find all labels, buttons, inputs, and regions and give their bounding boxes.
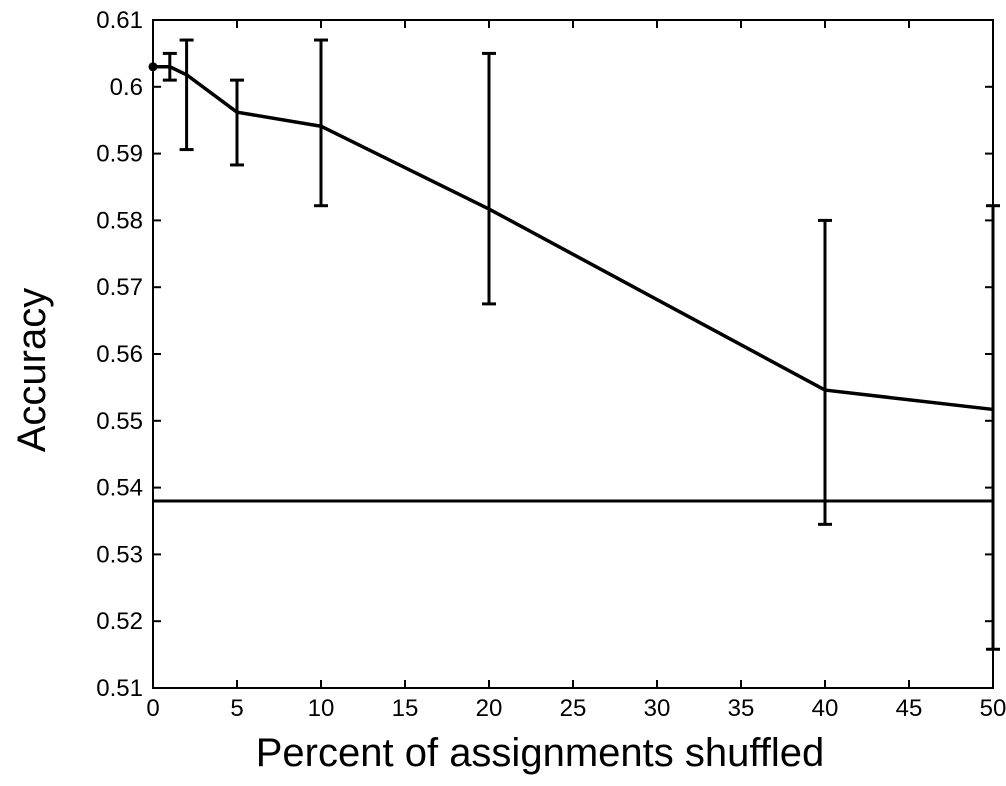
x-tick-label: 40	[812, 695, 839, 722]
series-line	[153, 65, 994, 412]
x-tick-label: 0	[146, 695, 159, 722]
x-axis: 0 5 10 15 20 25 30 35 40 45 50	[146, 20, 1006, 722]
x-tick-label: 25	[560, 695, 587, 722]
y-tick-label: 0.57	[96, 274, 143, 301]
y-tick-label: 0.55	[96, 408, 143, 435]
y-axis-title: Accuracy	[10, 288, 54, 453]
series-group	[148, 38, 1000, 651]
x-axis-title: Percent of assignments shuffled	[256, 731, 824, 775]
x-tick-label: 30	[644, 695, 671, 722]
data-point	[148, 62, 158, 72]
y-tick-label: 0.56	[96, 341, 143, 368]
x-tick-label: 20	[476, 695, 503, 722]
y-tick-label: 0.6	[110, 74, 143, 101]
y-axis: 0.51 0.52 0.53 0.54 0.55 0.56 0.57 0.58 0.59 0.6 0…	[96, 7, 993, 702]
x-tick-label: 45	[896, 695, 923, 722]
y-tick-label: 0.59	[96, 141, 143, 168]
y-tick-label: 0.51	[96, 675, 143, 702]
x-tick-label: 5	[230, 695, 243, 722]
y-tick-label: 0.54	[96, 475, 143, 502]
x-tick-label: 15	[392, 695, 419, 722]
y-tick-label: 0.61	[96, 7, 143, 34]
x-tick-label: 35	[728, 695, 755, 722]
x-tick-label: 50	[980, 695, 1006, 722]
x-tick-label: 10	[308, 695, 335, 722]
y-tick-label: 0.52	[96, 608, 143, 635]
y-tick-label: 0.58	[96, 207, 143, 234]
y-tick-label: 0.53	[96, 541, 143, 568]
